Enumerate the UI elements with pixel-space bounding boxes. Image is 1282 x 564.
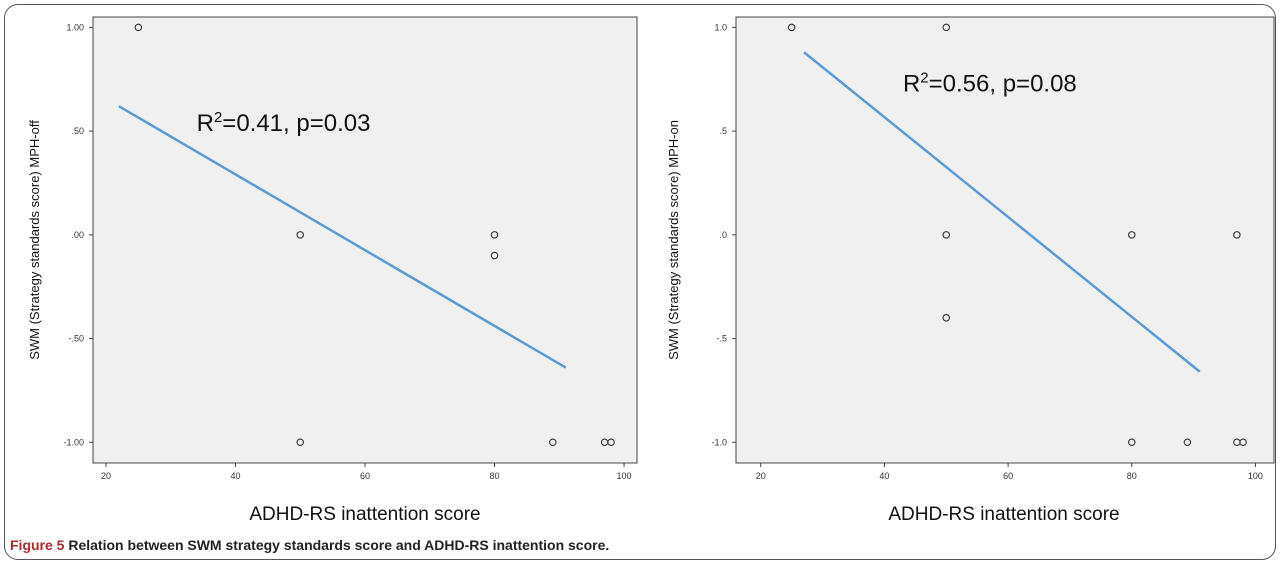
figure-frame [4, 4, 1276, 560]
data-point [942, 231, 951, 239]
regression-line [803, 51, 1201, 373]
data-point [1239, 438, 1247, 447]
chart-mph-off: 1.00 .50 .00 -.50 -1.00 20 40 60 80 100 R2=0.41, p… [27, 16, 638, 525]
data-point [1128, 231, 1136, 239]
x-tick-label: 40 [230, 471, 240, 481]
x-axis-label: ADHD-RS inattention score [249, 504, 480, 525]
regression-line [118, 105, 567, 369]
x-tick-label: 60 [360, 471, 370, 481]
data-point [490, 231, 499, 239]
x-tick-label: 40 [879, 471, 889, 481]
data-point [787, 23, 796, 32]
figure-caption-label: Figure 5 [10, 537, 65, 553]
data-point [942, 23, 951, 32]
x-tick-label: 100 [1248, 471, 1263, 481]
data-point [1183, 438, 1192, 447]
data-point [942, 314, 951, 322]
x-tick-label: 20 [101, 471, 111, 481]
y-tick-label: -.5 [716, 334, 727, 344]
y-tick-label: -.50 [68, 334, 84, 344]
data-point [296, 231, 304, 239]
x-axis-label: ADHD-RS inattention score [888, 504, 1119, 525]
x-tick-label: 60 [1003, 471, 1013, 481]
plot-area [92, 16, 638, 464]
plot-area [735, 16, 1275, 464]
data-point [134, 23, 143, 32]
y-tick-label: -1.0 [711, 437, 727, 447]
y-tick-label: -1.00 [63, 437, 84, 447]
figure-caption-text: Relation between SWM strategy standards … [68, 537, 610, 553]
x-tick-label: 80 [490, 471, 500, 481]
fit-annotation: R2=0.56, p=0.08 [903, 70, 1077, 98]
data-point [549, 438, 557, 447]
x-tick-label: 80 [1127, 471, 1137, 481]
fit-annotation: R2=0.41, p=0.03 [197, 109, 371, 137]
chart-mph-on: 1.0 .5 .0 -.5 -1.0 20 40 60 80 100 R2=0.56, p=0.08… [666, 16, 1275, 525]
data-point [490, 251, 499, 260]
y-tick-label: .50 [71, 126, 84, 136]
figure-caption: Figure 5 Relation between SWM strategy s… [10, 537, 609, 553]
data-point [1128, 438, 1136, 447]
y-tick-label: .00 [71, 230, 84, 240]
y-tick-label: 1.0 [714, 22, 727, 32]
y-tick-label: 1.00 [66, 22, 84, 32]
data-point [296, 438, 304, 447]
y-tick-label: .0 [719, 230, 727, 240]
y-axis-label: SWM (Strategy standards score) MPH-off [27, 120, 42, 360]
data-point [607, 438, 615, 447]
x-tick-label: 20 [756, 471, 766, 481]
y-axis-label: SWM (Strategy standards score) MPH-on [666, 120, 681, 360]
x-tick-label: 100 [617, 471, 632, 481]
y-tick-label: .5 [719, 126, 727, 136]
data-point [1233, 231, 1241, 239]
